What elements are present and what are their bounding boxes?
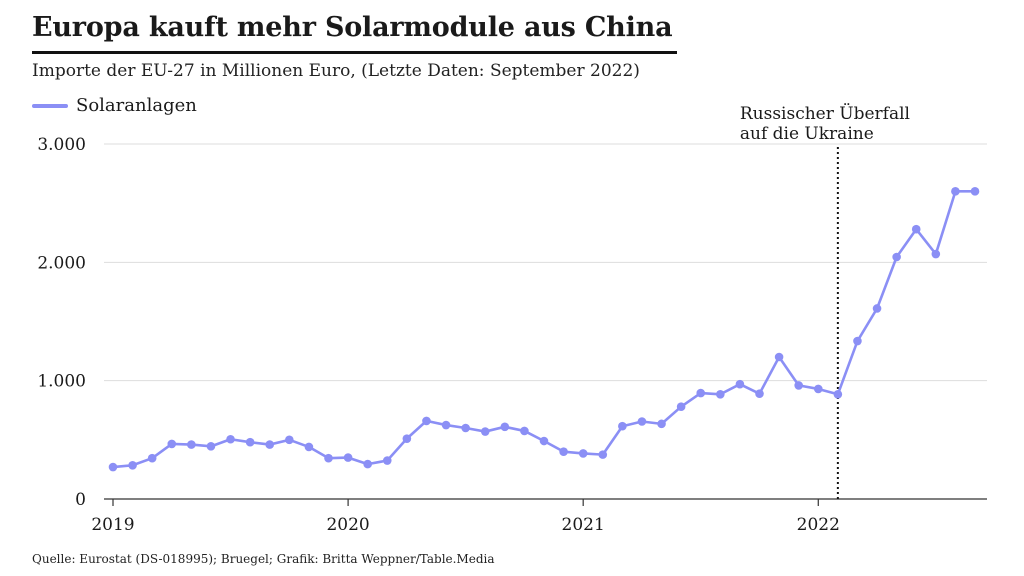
legend-label: Solaranlagen: [76, 95, 197, 116]
data-point: [304, 442, 314, 452]
chart-subtitle: Importe der EU-27 in Millionen Euro, (Le…: [32, 61, 640, 81]
data-point: [951, 187, 960, 196]
y-tick-label: 0: [75, 490, 86, 510]
data-point: [363, 459, 372, 469]
data-point: [892, 252, 901, 262]
data-point: [833, 389, 843, 399]
data-point: [853, 336, 862, 346]
x-tick-label: 2020: [326, 515, 369, 535]
data-point: [520, 426, 529, 436]
data-point: [402, 434, 412, 443]
data-point: [696, 388, 706, 398]
data-point: [598, 450, 608, 459]
data-point: [970, 187, 980, 196]
data-point: [774, 352, 784, 362]
data-point: [735, 379, 745, 389]
data-point: [794, 381, 803, 390]
data-point: [206, 442, 216, 451]
data-point: [872, 304, 882, 313]
data-point: [441, 420, 451, 430]
x-tick-label: 2021: [562, 515, 605, 535]
data-point: [461, 423, 470, 433]
data-point: [187, 440, 196, 449]
data-point: [676, 402, 686, 412]
data-point: [147, 453, 157, 463]
series: [108, 187, 980, 472]
data-point: [716, 389, 725, 399]
y-tick-label: 2.000: [37, 253, 86, 273]
chart-title: Europa kauft mehr Solarmodule aus China: [32, 12, 673, 43]
data-point: [931, 249, 941, 259]
title-underline: [32, 51, 677, 54]
data-point: [637, 417, 647, 426]
data-point: [382, 456, 392, 465]
source-note: Quelle: Eurostat (DS-018995); Bruegel; G…: [32, 552, 495, 566]
data-point: [128, 460, 137, 470]
data-point: [422, 416, 431, 426]
data-point: [559, 447, 568, 456]
data-point: [226, 434, 235, 444]
data-point: [911, 224, 921, 234]
data-point: [813, 384, 823, 394]
y-tick-label: 1.000: [37, 372, 86, 392]
series-line: [111, 190, 977, 469]
data-point: [167, 439, 177, 449]
data-point: [657, 419, 666, 429]
x-tick-label: 2022: [797, 515, 840, 535]
legend: Solaranlagen: [32, 95, 197, 116]
data-point: [618, 421, 627, 431]
legend-swatch: [32, 103, 68, 108]
data-point: [578, 449, 588, 458]
annotation-text: Russischer Überfall: [740, 103, 910, 124]
data-point: [285, 435, 294, 445]
data-point: [480, 427, 490, 436]
data-point: [500, 422, 510, 432]
x-tick-label: 2019: [91, 515, 134, 535]
data-point: [343, 453, 353, 462]
data-point: [108, 462, 118, 472]
y-tick-label: 3.000: [37, 135, 86, 155]
axes: 0 1.000 2.000 3.000 2019 2020 2021 2022: [37, 135, 987, 535]
gridlines: [104, 143, 987, 382]
annotation-text: auf die Ukraine: [740, 124, 874, 144]
data-point: [245, 437, 255, 447]
data-point: [324, 453, 333, 463]
data-point: [755, 389, 764, 398]
data-point: [539, 436, 549, 446]
data-point: [265, 440, 275, 449]
